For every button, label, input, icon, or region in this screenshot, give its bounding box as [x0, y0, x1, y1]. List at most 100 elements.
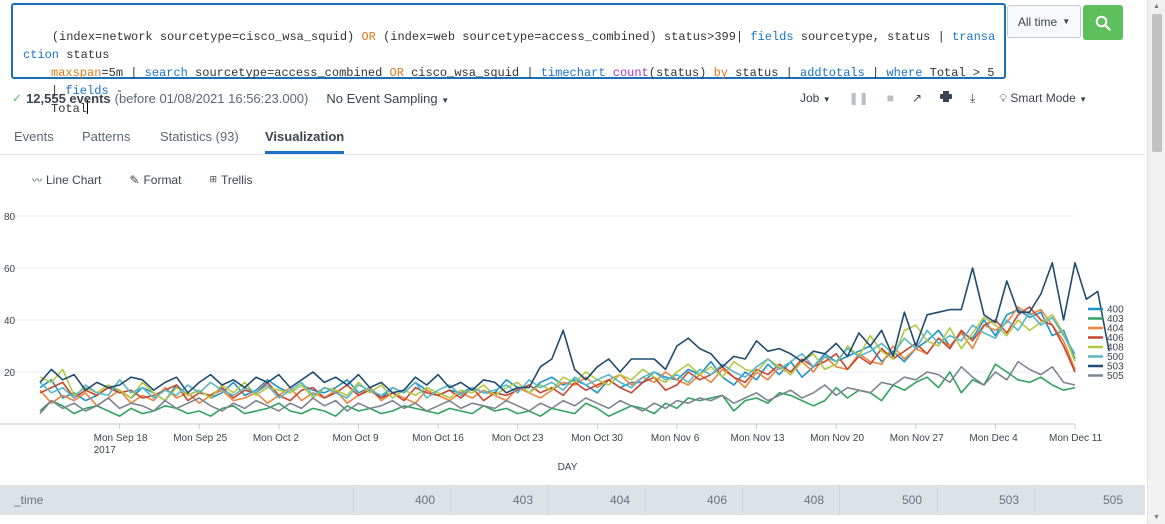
- x-tick-label: Mon Nov 27: [890, 433, 944, 444]
- scroll-down-icon[interactable]: ▼: [1153, 514, 1160, 521]
- column-divider: [450, 485, 451, 515]
- caret-down-icon: ▼: [1079, 94, 1088, 104]
- trellis-menu[interactable]: ⊞ Trellis: [209, 172, 253, 187]
- query-token: fields: [750, 30, 794, 44]
- line-chart-icon: 〰: [32, 176, 42, 187]
- query-line-1: (index=network sourcetype=cisco_wsa_squi…: [23, 30, 995, 62]
- caret-down-icon: ▼: [822, 95, 831, 104]
- pause-icon[interactable]: ❚❚: [848, 91, 869, 105]
- job-menu[interactable]: Job ▼: [800, 91, 831, 105]
- print-icon[interactable]: [940, 91, 953, 105]
- series-line-406: [39, 306, 1076, 402]
- query-token: (index=network sourcetype=cisco_wsa_squi…: [51, 30, 362, 44]
- column-divider: [839, 485, 840, 515]
- series-line-503: [39, 261, 1110, 394]
- event-sampling-dropdown[interactable]: No Event Sampling ▼: [326, 90, 450, 106]
- caret-down-icon: ▼: [441, 95, 450, 105]
- column-divider: [742, 485, 743, 515]
- x-tick-year: 2017: [94, 445, 117, 456]
- format-menu[interactable]: ✎ Format: [129, 172, 182, 187]
- column-header-404[interactable]: 404: [610, 493, 631, 507]
- x-tick-label: Mon Oct 16: [412, 433, 464, 444]
- search-icon: [1095, 15, 1111, 31]
- legend-label: 500: [1107, 352, 1124, 363]
- column-header-time[interactable]: _time: [14, 493, 44, 507]
- query-token: OR: [361, 30, 376, 44]
- column-header-505[interactable]: 505: [1103, 493, 1124, 507]
- x-tick-label: Mon Dec 11: [1049, 433, 1103, 444]
- search-button[interactable]: [1083, 5, 1123, 40]
- stop-icon[interactable]: ■: [886, 91, 894, 105]
- pencil-icon: ✎: [129, 172, 140, 187]
- x-tick-label: Mon Oct 9: [332, 433, 379, 444]
- time-range-picker[interactable]: All time ▼: [1007, 5, 1081, 38]
- query-line-2: maxspan=5m | search sourcetype=access_co…: [23, 64, 996, 100]
- x-tick-label: Mon Dec 4: [969, 433, 1018, 444]
- tab-patterns[interactable]: Patterns: [82, 129, 131, 144]
- legend-label: 406: [1107, 333, 1124, 344]
- column-divider: [548, 485, 549, 515]
- query-token: [606, 66, 613, 80]
- legend-label: 408: [1107, 343, 1124, 354]
- series-line-500: [39, 311, 1076, 399]
- query-token: |: [864, 66, 887, 80]
- text-cursor: [87, 100, 89, 114]
- query-token: -: [108, 84, 124, 98]
- grid-icon: ⊞: [209, 174, 217, 184]
- query-token: fields: [65, 84, 109, 98]
- tab-statistics[interactable]: Statistics (93): [160, 129, 239, 144]
- scroll-up-icon[interactable]: ▲: [1153, 3, 1160, 10]
- check-icon: ✓: [12, 91, 23, 105]
- tab-visualization[interactable]: Visualization: [265, 129, 345, 154]
- x-tick-label: Mon Oct 30: [571, 433, 623, 444]
- query-token: maxspan: [51, 66, 102, 80]
- x-tick-label: Mon Sep 25: [173, 433, 227, 444]
- search-mode-dropdown[interactable]: 💡︎ Smart Mode ▼: [999, 90, 1088, 105]
- series-line-400: [39, 308, 1076, 402]
- y-tick-label: 60: [4, 264, 16, 275]
- visualization-toolbar: 〰 Line Chart ✎ Format ⊞ Trellis: [32, 172, 253, 188]
- column-header-406[interactable]: 406: [707, 493, 728, 507]
- column-header-503[interactable]: 503: [999, 493, 1020, 507]
- lightbulb-icon: 💡︎: [999, 92, 1008, 105]
- export-icon[interactable]: ⤓: [970, 90, 976, 105]
- legend-label: 503: [1107, 362, 1124, 373]
- column-header-403[interactable]: 403: [513, 493, 534, 507]
- chart-type-menu[interactable]: 〰 Line Chart: [32, 172, 102, 188]
- column-header-408[interactable]: 408: [804, 493, 825, 507]
- page-scrollbar[interactable]: ▲ ▼: [1147, 0, 1165, 524]
- column-header-500[interactable]: 500: [902, 493, 923, 507]
- time-range-label: All time: [1017, 14, 1058, 29]
- caret-down-icon: ▼: [1062, 17, 1071, 26]
- query-token: search: [144, 66, 188, 80]
- column-divider: [645, 485, 646, 515]
- x-tick-label: Mon Sep 18: [94, 433, 148, 444]
- query-token: sourcetype=access_combined: [187, 66, 390, 80]
- column-header-400[interactable]: 400: [415, 493, 436, 507]
- share-icon[interactable]: ↗: [911, 91, 923, 105]
- event-count: 12,555 events: [26, 90, 111, 106]
- column-divider: [1034, 485, 1035, 515]
- scrollbar-thumb[interactable]: [1152, 14, 1162, 152]
- x-axis-title: DAY: [558, 462, 578, 473]
- tab-events[interactable]: Events: [14, 129, 54, 144]
- query-token: =5m |: [101, 66, 145, 80]
- query-token: sourcetype, status |: [793, 30, 952, 44]
- job-status-bar: ✓ 12,555 events (before 01/08/2021 16:56…: [12, 88, 1132, 108]
- series-line-408: [39, 314, 1076, 402]
- query-token: (index=web sourcetype=access_combined) s…: [375, 30, 751, 44]
- query-token: status |: [727, 66, 800, 80]
- legend-label: 403: [1107, 314, 1124, 325]
- series-line-505: [39, 360, 1076, 415]
- search-query-input[interactable]: (index=network sourcetype=cisco_wsa_squi…: [11, 3, 1006, 116]
- query-token: where: [886, 66, 923, 80]
- query-token: by: [713, 66, 728, 80]
- x-tick-label: Mon Oct 2: [253, 433, 300, 444]
- query-token: cisco_wsa_squid |: [403, 66, 541, 80]
- x-tick-label: Mon Nov 6: [651, 433, 700, 444]
- results-tabs: Events Patterns Statistics (93) Visualiz…: [0, 120, 1145, 155]
- query-token: timechart: [540, 66, 606, 80]
- x-tick-label: Mon Nov 13: [731, 433, 785, 444]
